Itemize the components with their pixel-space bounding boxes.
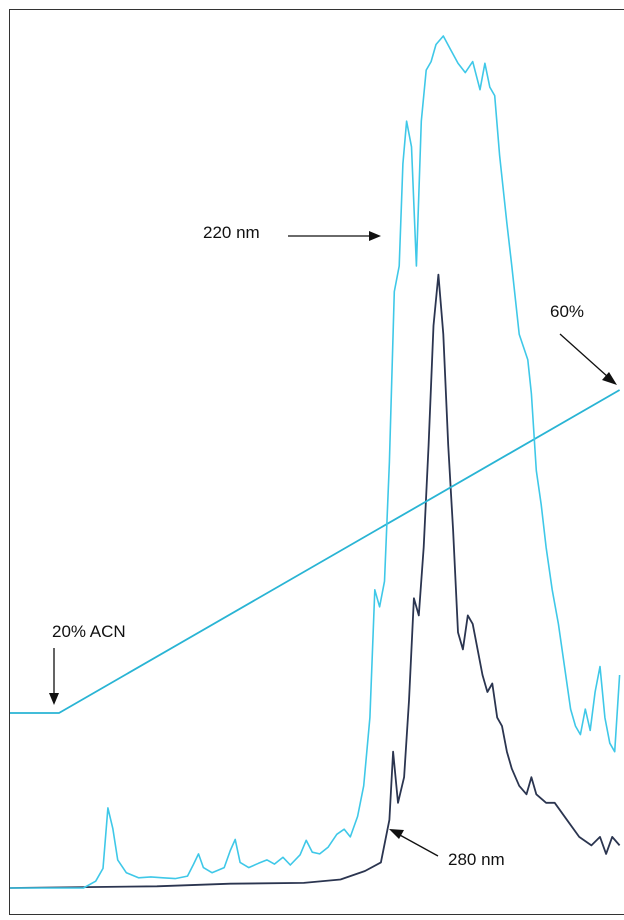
arrowhead-60-percent [602, 372, 617, 385]
label-280-nm: 280 nm [448, 850, 505, 869]
annotation-220-nm: 220 nm [203, 223, 381, 242]
annotation-280-nm: 280 nm [389, 829, 505, 869]
gradient-line [10, 389, 621, 714]
arrow-60-percent [559, 333, 609, 378]
plot-frame [9, 9, 624, 915]
arrowhead-20-percent-acn [49, 693, 59, 705]
trace-220-nm-line [10, 35, 621, 889]
annotation-20-percent-acn: 20% ACN [49, 622, 126, 705]
arrowhead-220-nm [369, 231, 381, 241]
label-20-percent-acn: 20% ACN [52, 622, 126, 641]
label-60-percent: 60% [550, 302, 584, 321]
annotation-60-percent: 60% [550, 302, 617, 385]
trace-280-nm-line [9, 273, 621, 889]
arrow-280-nm [397, 833, 439, 857]
label-220-nm: 220 nm [203, 223, 260, 242]
arrowhead-280-nm [389, 829, 404, 839]
